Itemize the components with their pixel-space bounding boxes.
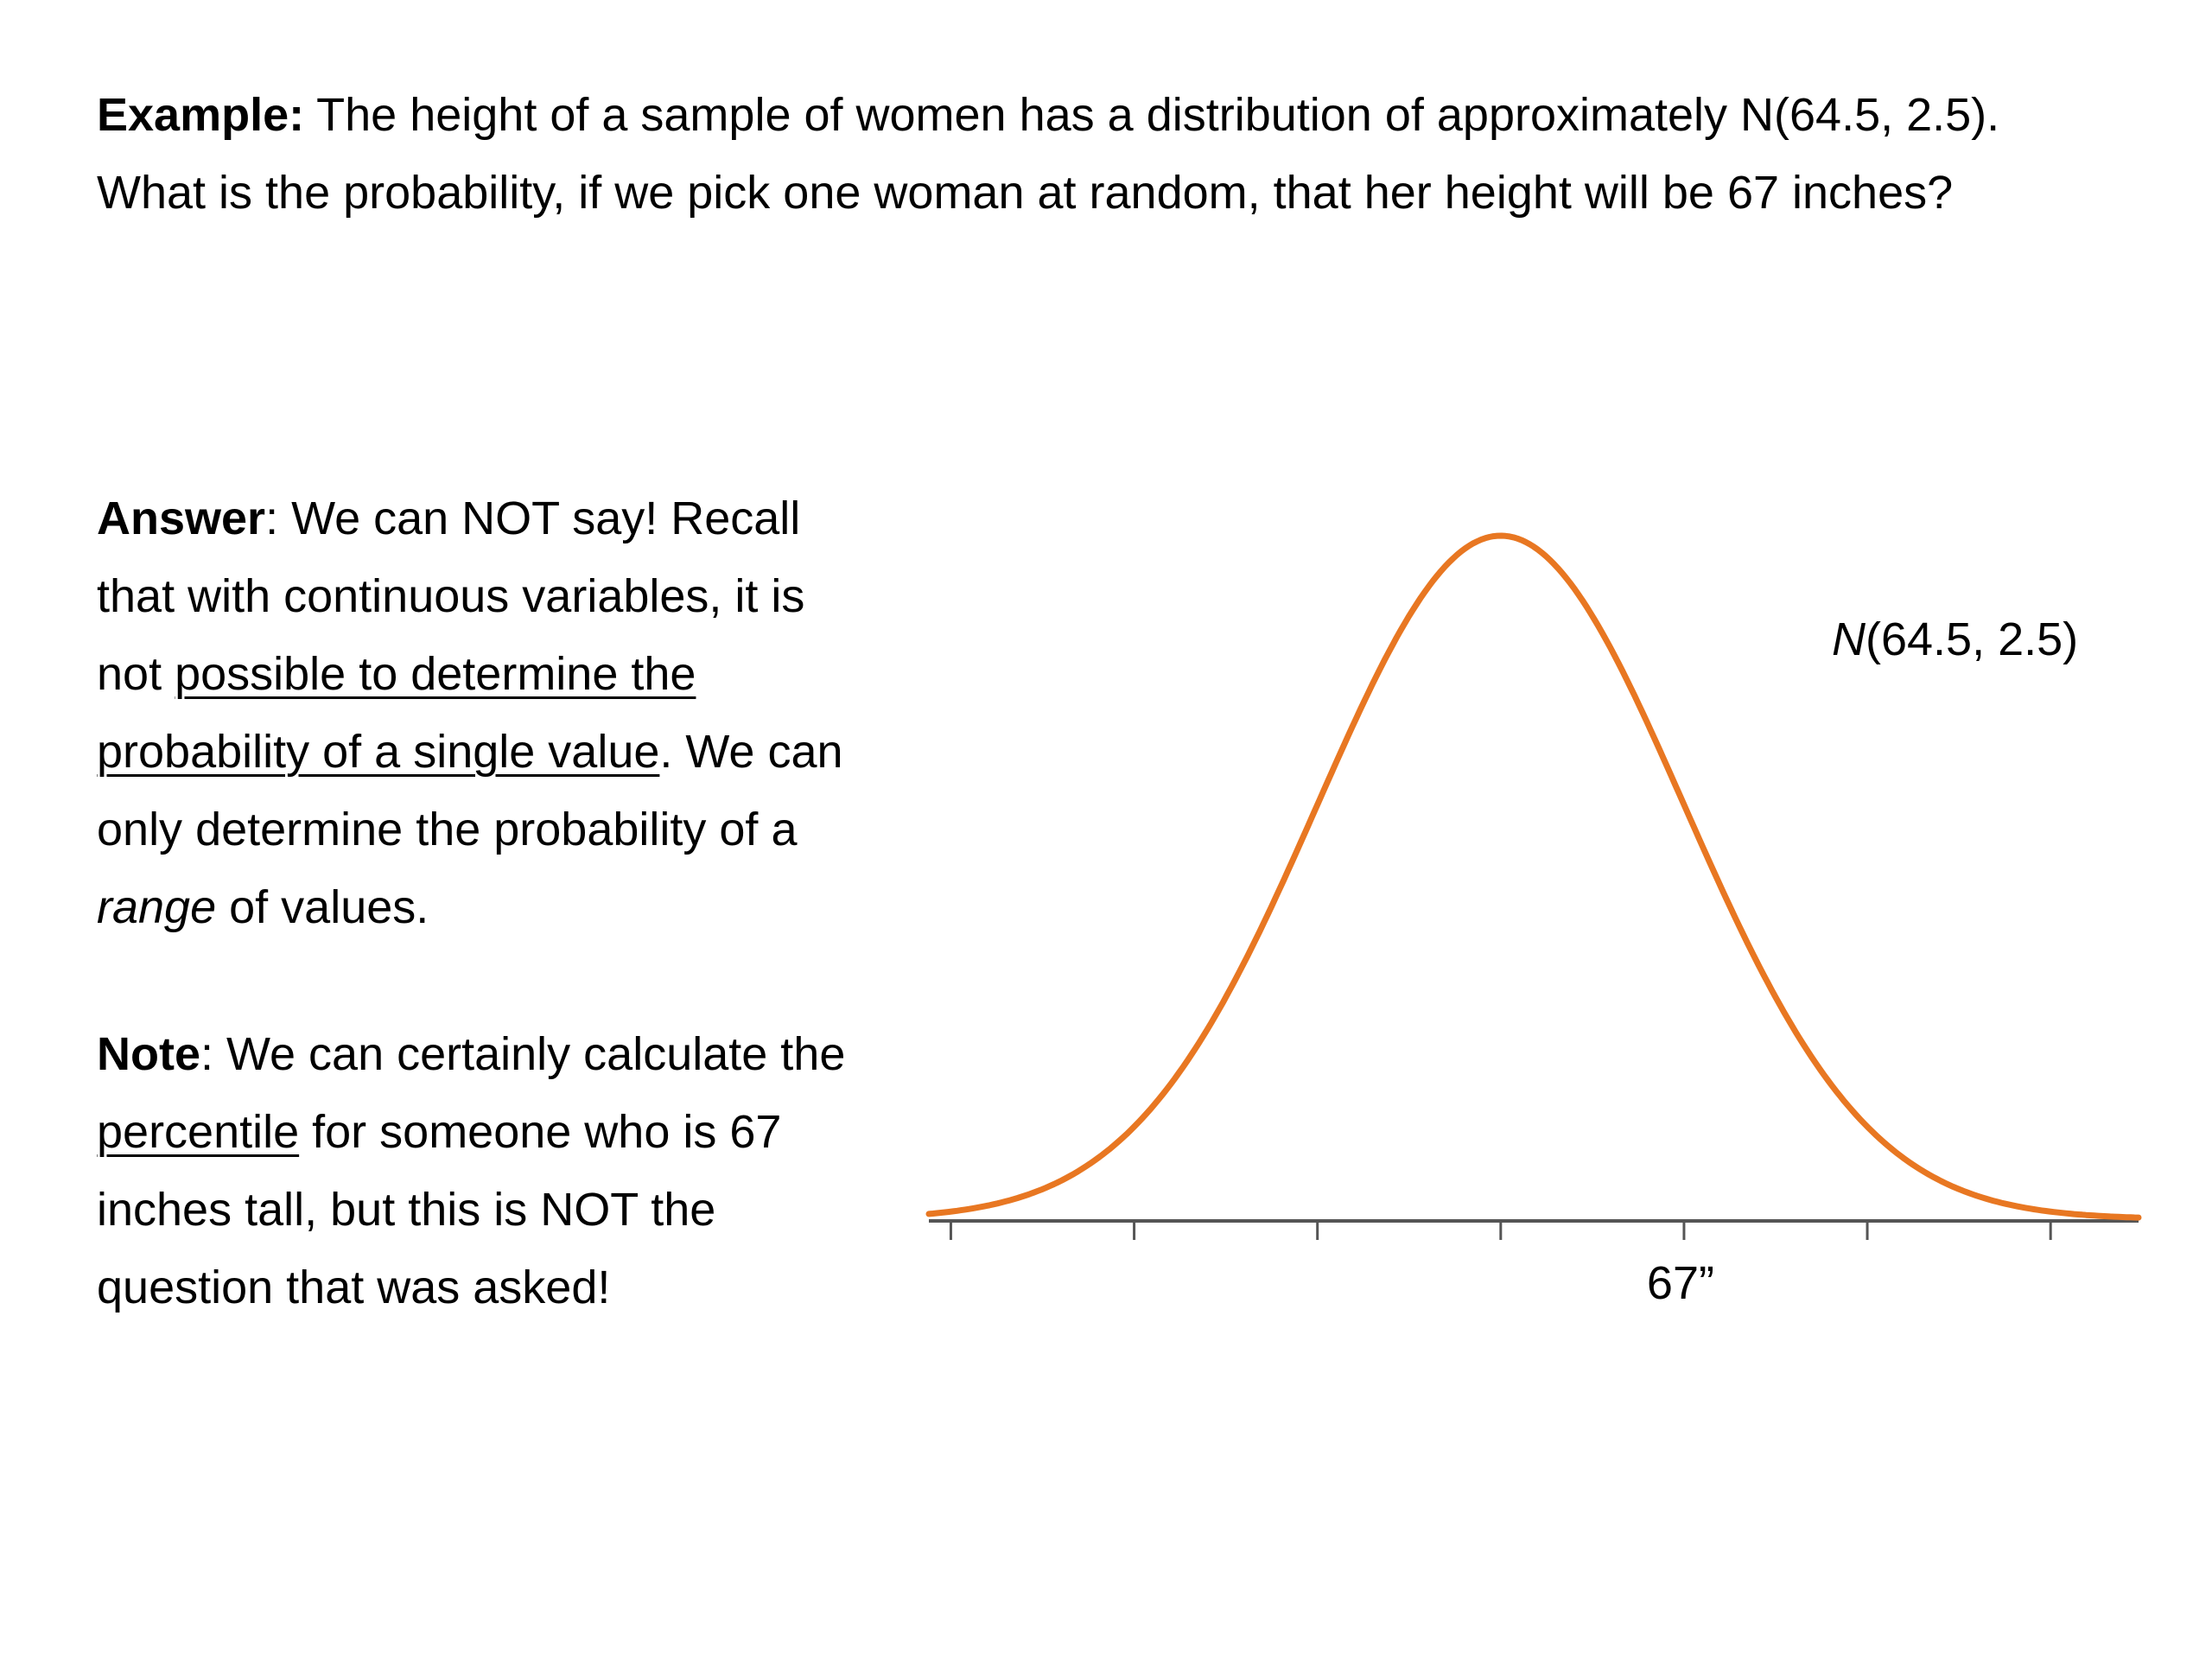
answer-label: Answer bbox=[97, 493, 266, 544]
normal-curve bbox=[925, 532, 2142, 1221]
answer-text-1: : We can NOT say! Recall that with conti… bbox=[97, 493, 805, 700]
answer-paragraph: Answer: We can NOT say! Recall that with… bbox=[97, 480, 874, 946]
curve-label-rest: (64.5, 2.5) bbox=[1866, 613, 2078, 665]
example-label: Example: bbox=[97, 89, 305, 141]
x-tick-label: 67” bbox=[1647, 1257, 1714, 1309]
x-axis bbox=[929, 1219, 2139, 1240]
example-paragraph: Example: The height of a sample of women… bbox=[97, 76, 2075, 232]
answer-text-3: of values. bbox=[216, 881, 429, 933]
curve-label: N(64.5, 2.5) bbox=[1832, 613, 2078, 665]
note-label: Note bbox=[97, 1028, 200, 1080]
note-text-1: : We can certainly calculate the bbox=[200, 1028, 846, 1080]
note-text-2: for someone who is 67 inches tall, but t… bbox=[97, 1106, 782, 1313]
example-text: The height of a sample of women has a di… bbox=[97, 89, 2000, 219]
answer-italic-word: range bbox=[97, 881, 217, 933]
note-paragraph: Note: We can certainly calculate the per… bbox=[97, 1015, 874, 1326]
answer-text-2: . We can only determine the probability … bbox=[97, 726, 843, 855]
note-underlined-word: percentile bbox=[97, 1106, 300, 1158]
answer-underlined-phrase: possible to determine the probability of… bbox=[97, 648, 696, 778]
curve-label-italic: N bbox=[1832, 613, 1866, 665]
tick-labels: 67” bbox=[1647, 1257, 1714, 1309]
